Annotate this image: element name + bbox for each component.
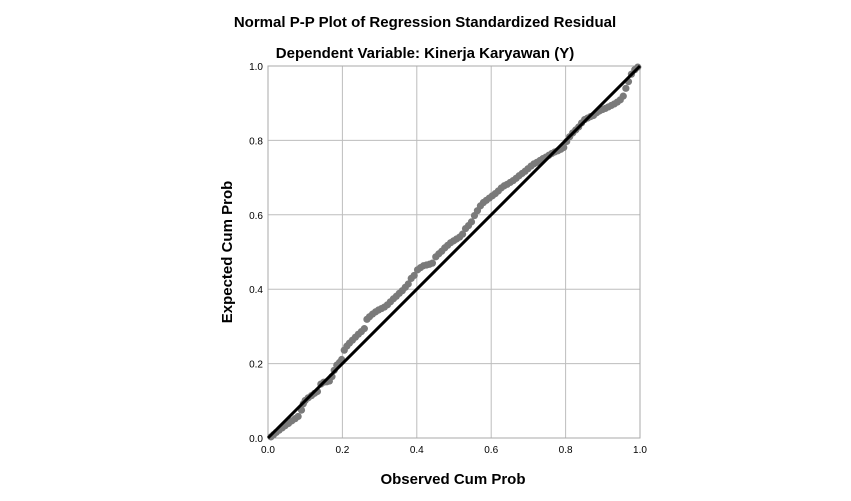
x-tick-label: 0.2	[335, 445, 349, 456]
y-tick-label: 0.4	[249, 285, 263, 296]
x-tick-label: 0.6	[484, 445, 498, 456]
data-point	[294, 412, 302, 421]
y-axis-ticks: 0.0 0.2 0.4 0.6 0.8 1.0	[249, 62, 263, 445]
x-axis-ticks: 0.0 0.2 0.4 0.6 0.8 1.0	[261, 445, 647, 456]
x-tick-label: 0.4	[410, 445, 424, 456]
y-axis-label: Expected Cum Prob	[219, 181, 236, 324]
chart-title: Normal P-P Plot of Regression Standardiz…	[234, 14, 616, 31]
y-tick-label: 0.6	[249, 211, 263, 222]
data-point	[428, 259, 437, 267]
data-point	[404, 280, 412, 288]
plot-frame	[267, 65, 641, 439]
data-point	[467, 218, 476, 226]
data-points	[267, 63, 642, 441]
chart-subtitle: Dependent Variable: Kinerja Karyawan (Y)	[276, 45, 574, 62]
data-point	[410, 271, 418, 280]
y-tick-label: 0.2	[249, 360, 263, 371]
data-point	[622, 84, 630, 92]
y-tick-label: 0.0	[249, 434, 263, 445]
data-point	[458, 230, 467, 238]
x-tick-label: 0.0	[261, 445, 275, 456]
x-axis-label: Observed Cum Prob	[380, 471, 525, 488]
x-tick-label: 0.8	[559, 445, 573, 456]
y-tick-label: 0.8	[249, 136, 263, 147]
data-point	[619, 92, 627, 100]
gridlines	[268, 66, 640, 438]
data-point	[360, 325, 368, 333]
reference-line	[266, 64, 642, 440]
x-tick-label: 1.0	[633, 445, 647, 456]
y-tick-label: 1.0	[249, 62, 263, 73]
